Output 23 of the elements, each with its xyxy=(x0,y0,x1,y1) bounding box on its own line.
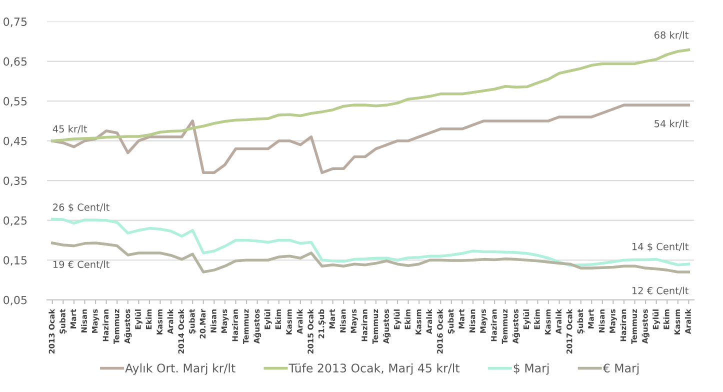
legend-label: Aylık Ort. Marj kr/lt xyxy=(125,363,236,375)
y-tick-label: 0,65 xyxy=(4,57,27,67)
y-tick-label: 0,05 xyxy=(4,296,27,306)
y-tick-label: 0,15 xyxy=(4,256,27,266)
y-tick-label: 0,35 xyxy=(4,176,27,186)
line-series xyxy=(50,242,690,274)
y-tick-label: 0,75 xyxy=(4,18,27,28)
annotation: 68 kr/lt xyxy=(654,31,688,40)
legend-label: $ Marj xyxy=(514,363,549,375)
annotation: 19 € Cent/lt xyxy=(53,260,110,269)
y-tick-label: 0,25 xyxy=(4,216,27,226)
line-series xyxy=(50,218,690,267)
y-tick-label: 0,45 xyxy=(4,136,27,146)
annotation: 54 kr/lt xyxy=(654,120,688,128)
line-series xyxy=(50,48,690,142)
annotation: 12 € Cent/lt xyxy=(632,286,688,296)
y-tick-label: 0,55 xyxy=(4,97,27,107)
line-series xyxy=(50,104,690,174)
legend-label: Tüfe 2013 Ocak, Marj 45 kr/lt xyxy=(288,363,460,375)
legend-label: € Marj xyxy=(602,363,639,375)
annotation: 14 $ Cent/lt xyxy=(632,242,688,252)
annotation: 26 $ Cent/lt xyxy=(53,203,110,212)
annotation: 45 kr/lt xyxy=(52,125,88,134)
